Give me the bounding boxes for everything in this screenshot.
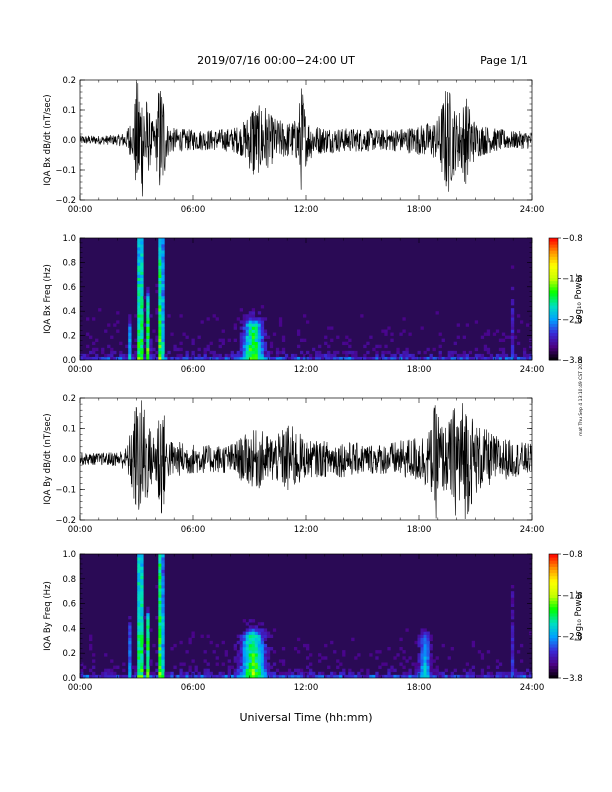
x-tick-label: 00:00 bbox=[68, 525, 93, 535]
spectrogram-cells bbox=[80, 238, 532, 360]
y-tick-label: 0.6 bbox=[62, 283, 76, 293]
y-tick-label: 0.0 bbox=[62, 136, 76, 146]
x-tick-label: 24:00 bbox=[520, 683, 545, 693]
trace-line bbox=[80, 81, 532, 197]
y-tick-label: −0.1 bbox=[55, 166, 76, 176]
y-tick-label: 0.0 bbox=[62, 455, 76, 465]
y-tick-label: 0.2 bbox=[62, 76, 76, 86]
y-tick-label: 1.0 bbox=[62, 234, 76, 244]
x-tick-label: 00:00 bbox=[68, 683, 93, 693]
colorbar-label: Log₁₀ Power bbox=[574, 590, 584, 641]
y-tick-label: 0.8 bbox=[62, 575, 76, 585]
page-indicator: Page 1/1 bbox=[480, 54, 528, 67]
y-tick-label: 0.2 bbox=[62, 394, 76, 404]
y-tick-label: 0.1 bbox=[62, 425, 76, 435]
y-tick-label: 0.8 bbox=[62, 258, 76, 268]
colorbar: −3.8 −2.8 −1.8 −0.8 Log₁₀ Power bbox=[548, 550, 584, 684]
colorbar-tick-label: −3.8 bbox=[562, 356, 583, 366]
x-axis-title: Universal Time (hh:mm) bbox=[240, 711, 373, 724]
x-tick-label: 18:00 bbox=[407, 683, 432, 693]
x-tick-label: 12:00 bbox=[294, 525, 319, 535]
y-axis-label: IQA By dB/dt (nT/sec) bbox=[43, 413, 53, 504]
colorbar-tick-label: −1.8 bbox=[562, 275, 583, 285]
y-tick-label: 0.0 bbox=[62, 674, 76, 684]
y-tick-label: 0.4 bbox=[62, 307, 76, 317]
x-tick-label: 06:00 bbox=[181, 683, 206, 693]
colorbar: −3.8 −2.8 −1.8 −0.8 Log₁₀ Power bbox=[548, 234, 584, 366]
y-tick-label: 0.4 bbox=[62, 624, 76, 634]
side-note: mat Thu Sep 4 13:10:49 CST 2019 bbox=[578, 358, 584, 436]
colorbar-tick-label: −1.8 bbox=[562, 591, 583, 601]
x-tick-label: 06:00 bbox=[181, 365, 206, 375]
y-tick-label: 0.1 bbox=[62, 106, 76, 116]
panel-4: −3.8 −2.8 −1.8 −0.8 Log₁₀ Power 00:00 06:00 12:… bbox=[43, 550, 584, 693]
y-tick-label: −0.1 bbox=[55, 486, 76, 496]
panel-2: −3.8 −2.8 −1.8 −0.8 Log₁₀ Power 00:00 06:00 12:… bbox=[43, 234, 584, 375]
panel-1: 00:00 06:00 12:00 18:00 24:00 −0.2 −0.1 0.0 0.1 0… bbox=[43, 76, 544, 215]
x-tick-label: 18:00 bbox=[407, 525, 432, 535]
x-tick-label: 18:00 bbox=[407, 365, 432, 375]
panels: 00:00 06:00 12:00 18:00 24:00 −0.2 −0.1 0.0 0.1 0… bbox=[43, 76, 584, 693]
trace-line bbox=[80, 400, 532, 520]
x-tick-label: 12:00 bbox=[294, 365, 319, 375]
x-tick-label: 12:00 bbox=[294, 205, 319, 215]
colorbar-tick-label: −0.8 bbox=[562, 234, 583, 244]
colorbar-tick-label: −0.8 bbox=[562, 550, 583, 560]
y-tick-label: 0.6 bbox=[62, 600, 76, 610]
y-axis-label: IQA Bx dB/dt (nT/sec) bbox=[43, 94, 53, 185]
colorbar-tick-label: −3.8 bbox=[562, 674, 583, 684]
x-tick-label: 24:00 bbox=[520, 205, 545, 215]
y-tick-label: 0.0 bbox=[62, 356, 76, 366]
y-axis-label: IQA By Freq (Hz) bbox=[43, 581, 53, 651]
x-tick-label: 06:00 bbox=[181, 525, 206, 535]
y-tick-label: 0.2 bbox=[62, 649, 76, 659]
x-tick-label: 06:00 bbox=[181, 205, 206, 215]
colorbar-tick-label: −2.8 bbox=[562, 315, 583, 325]
x-tick-label: 24:00 bbox=[520, 525, 545, 535]
y-tick-label: 0.2 bbox=[62, 332, 76, 342]
y-axis-label: IQA Bx Freq (Hz) bbox=[43, 264, 53, 334]
x-tick-label: 18:00 bbox=[407, 205, 432, 215]
y-tick-label: 1.0 bbox=[62, 550, 76, 560]
x-tick-label: 12:00 bbox=[294, 683, 319, 693]
x-tick-label: 24:00 bbox=[520, 365, 545, 375]
colorbar-label: Log₁₀ Power bbox=[574, 273, 584, 324]
x-tick-label: 00:00 bbox=[68, 205, 93, 215]
figure-title: 2019/07/16 00:00−24:00 UT bbox=[197, 54, 355, 67]
y-tick-label: −0.2 bbox=[55, 196, 76, 206]
colorbar-tick-label: −2.8 bbox=[562, 633, 583, 643]
x-tick-label: 00:00 bbox=[68, 365, 93, 375]
panel-3: 00:00 06:00 12:00 18:00 24:00 −0.2 −0.1 0.0 0.1 0… bbox=[43, 394, 544, 535]
spectrogram-cells bbox=[80, 554, 532, 678]
y-tick-label: −0.2 bbox=[55, 516, 76, 526]
